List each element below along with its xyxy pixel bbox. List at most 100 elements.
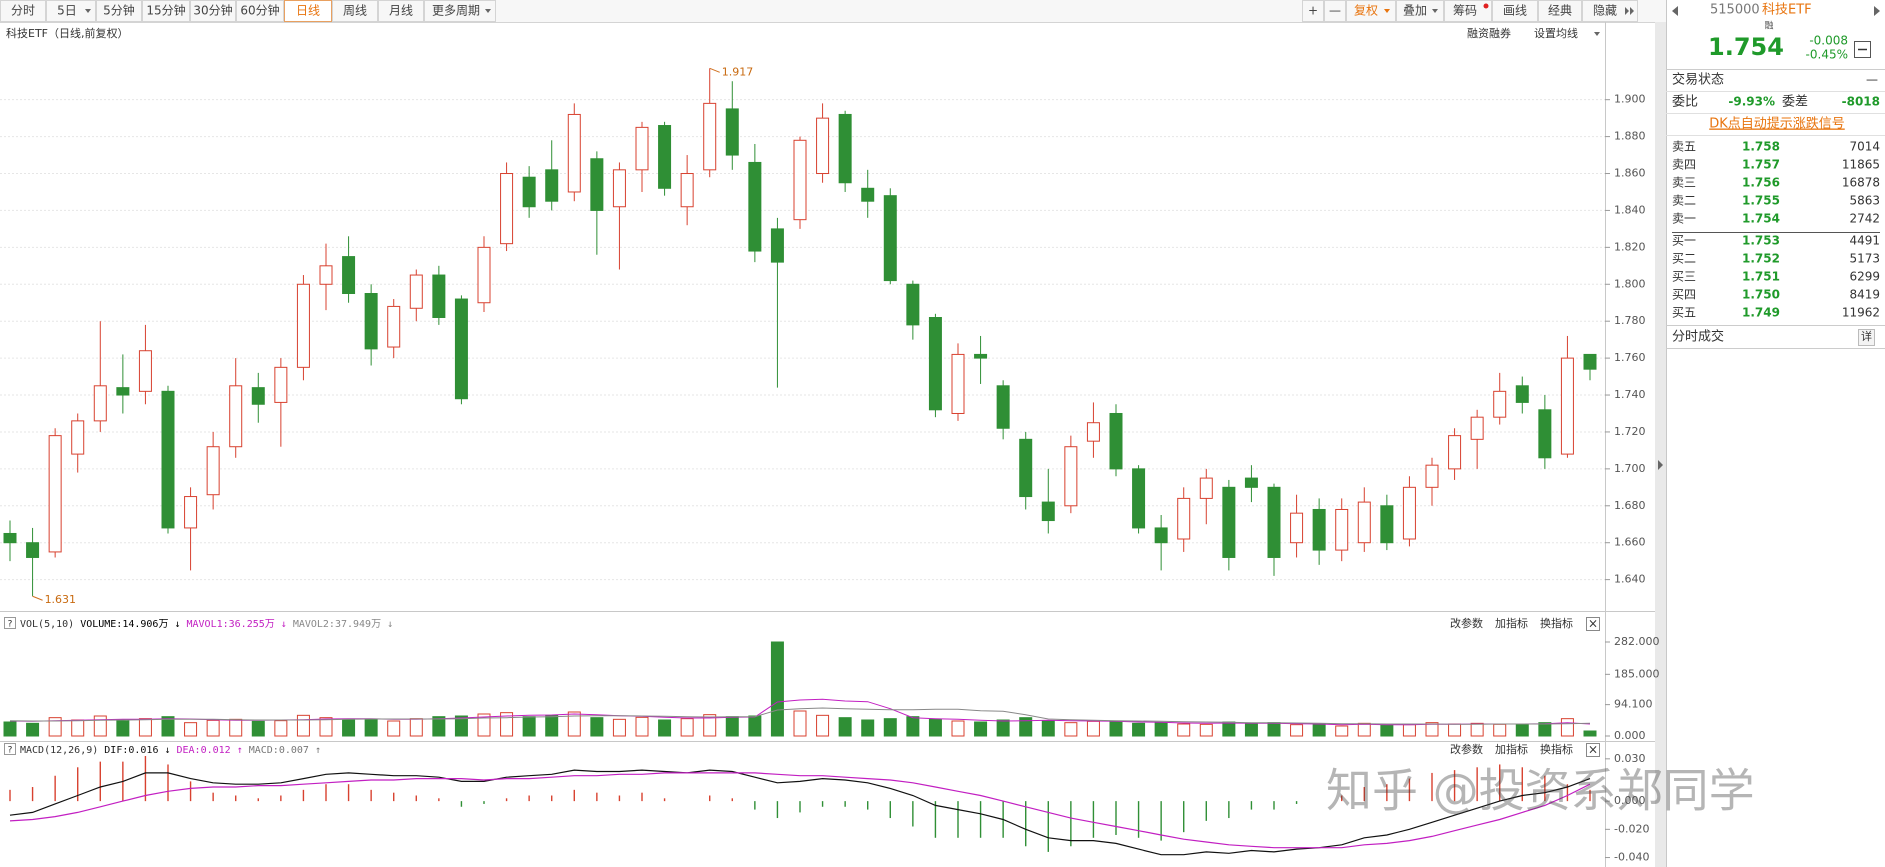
period-label[interactable]: 更多周期 [432,4,480,18]
period-button[interactable] [378,0,424,22]
volume-bar [1493,723,1507,737]
tool-label[interactable]: — [1329,4,1341,18]
candle-body [71,420,85,455]
detail-button[interactable]: 详 [1861,329,1872,343]
panel-tool[interactable]: 加指标 [1495,616,1528,630]
y-tick-label: -0.040 [1614,851,1649,864]
close-icon[interactable]: × [1588,743,1598,757]
macd-line [9,772,1591,849]
period-button[interactable] [0,0,46,22]
signal-link[interactable]: DK点自动提示涨跌信号 [1709,116,1845,132]
period-label[interactable]: 30分钟 [193,3,232,18]
tool-button[interactable] [1396,0,1444,22]
help-box[interactable] [4,617,16,629]
panel-tool[interactable]: 改参数 [1450,742,1483,756]
close-box[interactable] [1586,617,1600,631]
volume-bar [1132,722,1146,737]
volume-bar [138,718,152,737]
period-button[interactable] [142,0,190,22]
period-label[interactable]: 60分钟 [240,3,279,18]
diff-label: 委差 [1782,95,1808,110]
section-toggle[interactable]: — [1866,73,1878,87]
tool-label[interactable]: 经典 [1548,4,1572,18]
period-button[interactable] [332,0,378,22]
period-label[interactable]: 月线 [389,4,413,18]
help-icon[interactable]: ? [8,746,13,756]
candle-body [206,446,220,496]
volume-bar [1019,717,1033,737]
header-link[interactable]: 设置均线 [1534,26,1578,40]
period-button[interactable] [96,0,142,22]
candle-body [229,385,243,448]
period-button[interactable] [424,0,496,22]
next-stock[interactable] [1874,6,1880,16]
tool-label[interactable]: 画线 [1503,4,1527,18]
ratio-value: -9.93% [1728,95,1775,109]
period-button[interactable] [284,0,332,22]
tool-button[interactable] [1582,0,1638,22]
tool-button[interactable] [1492,0,1538,22]
candle-body [1470,416,1484,440]
volume-bar [816,714,830,737]
price-change-pct: -0.45% [1806,48,1848,62]
tool-label[interactable]: + [1308,4,1318,18]
volume-bar [387,720,401,737]
tool-button[interactable] [1538,0,1582,22]
volume-ma-line [9,707,1591,725]
close-icon[interactable]: × [1588,617,1598,631]
tool-button[interactable] [1444,0,1492,22]
period-label[interactable]: 周线 [343,4,367,18]
book-volume: 7014 [1849,140,1880,154]
candle-body [816,117,830,175]
period-button[interactable] [46,0,96,22]
y-tick-label: 1.880 [1614,130,1646,143]
volume-bar [432,716,446,737]
candle-body [1493,390,1507,418]
tool-button[interactable] [1324,0,1346,22]
panel-tool[interactable]: 改参数 [1450,616,1483,630]
legend-text: VOL(5,10) [20,619,74,630]
panel-tool[interactable]: 换指标 [1540,616,1573,630]
period-label[interactable]: 15分钟 [146,3,185,18]
period-label[interactable]: 日线 [296,4,320,18]
tool-button[interactable] [1346,0,1396,22]
tool-label[interactable]: 复权 [1354,4,1378,18]
collapse-arrow[interactable] [1658,460,1663,470]
y-tick-label: 0.000 [1614,729,1646,742]
volume-bar [1470,722,1484,737]
side-scrollbar[interactable] [1655,22,1666,867]
prev-stock[interactable] [1672,6,1678,16]
book-volume: 5863 [1849,194,1880,208]
extreme-label: 1.631 [45,593,76,606]
book-level: 卖三 [1672,176,1696,190]
y-tick-label: 1.720 [1614,425,1646,438]
volume-bar [883,718,897,737]
tool-label[interactable]: 叠加 [1403,4,1427,18]
help-icon[interactable]: ? [8,620,13,630]
panel-tool[interactable]: 加指标 [1495,742,1528,756]
period-label[interactable]: 5分钟 [103,3,135,18]
help-box[interactable] [4,743,16,755]
close-box[interactable] [1586,743,1600,757]
y-tick-label: 0.000 [1614,794,1646,807]
panel-tool[interactable]: 换指标 [1540,742,1573,756]
y-tick-label: 1.700 [1614,462,1646,475]
period-label[interactable]: 5日 [57,4,77,18]
detail-box[interactable] [1858,329,1875,346]
book-price: 1.754 [1742,212,1780,226]
volume-bar [635,716,649,737]
book-price: 1.755 [1742,194,1780,208]
period-button[interactable] [236,0,284,22]
period-label[interactable]: 分时 [11,4,35,18]
tool-label[interactable]: 隐藏 [1593,4,1617,18]
book-level: 卖四 [1672,158,1696,172]
volume-bar [928,718,942,737]
header-link[interactable]: 融资融券 [1467,26,1511,40]
legend-text: MACD(12,26,9) [20,745,98,756]
candle-body [680,173,694,208]
candle-body [251,387,265,405]
tool-label[interactable]: 筹码 [1453,4,1477,18]
y-tick-label: 1.800 [1614,277,1646,290]
tool-button[interactable] [1302,0,1324,22]
period-button[interactable] [190,0,236,22]
